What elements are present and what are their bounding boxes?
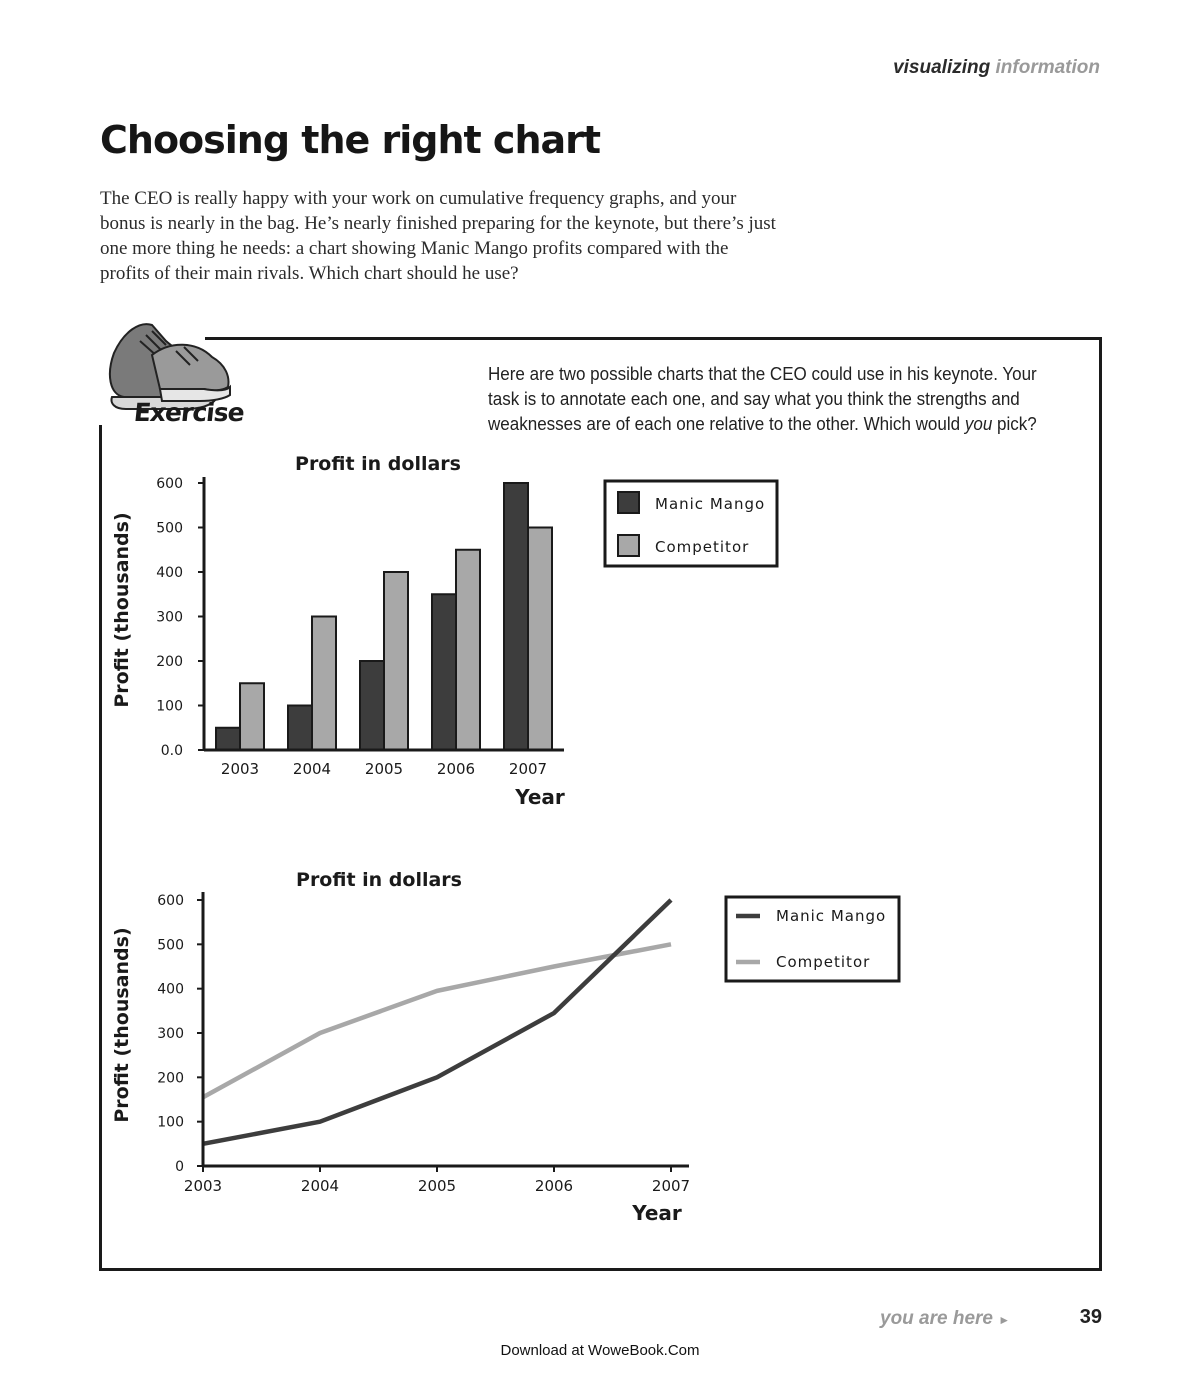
bar-chart-y-tick-label: 400	[156, 565, 183, 581]
exercise-frame-right	[1099, 337, 1102, 1271]
line-manic-mango	[202, 898, 673, 1147]
bar-competitor	[455, 548, 481, 751]
bar-chart-y-tick-label: 600	[156, 476, 183, 492]
line-chart-y-tick-label: 0	[175, 1159, 184, 1175]
bar-chart-y-tick-label: 0.0	[161, 743, 183, 759]
page-title: Choosing the right chart	[100, 118, 601, 162]
bar-competitor	[239, 682, 265, 751]
bar-chart-x-tick-label: 2004	[293, 760, 331, 778]
line-legend-label: Manic Mango	[776, 907, 886, 925]
exercise-instructions: Here are two possible charts that the CE…	[488, 361, 1040, 436]
line-chart-x-label: Year	[631, 1201, 682, 1225]
sneakers-icon	[108, 323, 231, 410]
line-chart-x-tick-label: 2005	[418, 1177, 456, 1195]
bar-competitor	[383, 571, 409, 751]
bar-chart-y-tick-label: 200	[156, 654, 183, 670]
line-chart-y-label: Profit (thousands)	[111, 927, 133, 1122]
bar-legend-swatch	[617, 534, 640, 557]
bar-manic-mango	[503, 482, 529, 751]
bar-manic-mango	[287, 704, 313, 751]
line-chart-title: Profit in dollars	[296, 869, 462, 891]
bar-chart-x-tick-label: 2007	[509, 760, 547, 778]
line-chart-y-tick-label: 600	[157, 893, 184, 909]
line-chart-y-tick-label: 100	[157, 1115, 184, 1131]
intro-paragraph: The CEO is really happy with your work o…	[100, 188, 776, 284]
bar-manic-mango	[359, 660, 385, 751]
bar-chart-title: Profit in dollars	[295, 453, 461, 475]
charts-area: Profit in dollars Profit (thousands) Year 0…	[111, 453, 901, 1225]
bar-legend-swatch	[617, 491, 640, 514]
header-section-dark: visualizing	[893, 57, 991, 78]
bar-chart-x-label: Year	[514, 785, 565, 809]
bar-chart-y-tick-label: 500	[156, 521, 183, 537]
line-chart-x-tick-label: 2007	[652, 1177, 690, 1195]
bar-chart-y-tick-label: 300	[156, 610, 183, 626]
bar-competitor	[527, 526, 553, 751]
line-chart-y-tick-label: 400	[157, 982, 184, 998]
bar-legend-label: Competitor	[655, 538, 749, 556]
line-chart-x-tick-label: 2004	[301, 1177, 339, 1195]
page-number: 39	[1079, 1306, 1102, 1328]
bar-chart-y-label: Profit (thousands)	[111, 512, 133, 707]
running-header: visualizing information	[700, 57, 1100, 79]
line-competitor	[201, 942, 672, 1100]
exercise-frame-top	[205, 337, 1102, 340]
exercise-frame-left	[99, 425, 102, 1271]
header-section-light: information	[995, 57, 1101, 78]
line-chart-y-tick-label: 500	[157, 937, 184, 953]
instructions-emphasis: you	[964, 413, 993, 434]
bar-manic-mango	[431, 593, 457, 751]
bar-legend-label: Manic Mango	[655, 495, 765, 513]
bar-chart-x-tick-label: 2005	[365, 760, 403, 778]
bar-competitor	[311, 615, 337, 751]
play-arrow-icon: ►	[998, 1313, 1011, 1327]
line-chart-x-tick-label: 2006	[535, 1177, 573, 1195]
instructions-text-1: Here are two possible charts that the CE…	[488, 363, 1037, 434]
line-chart-legend	[724, 895, 901, 983]
bar-chart-x-tick-label: 2006	[437, 760, 475, 778]
line-chart-y-tick-label: 300	[157, 1026, 184, 1042]
bar-manic-mango	[215, 726, 241, 751]
instructions-text-2: pick?	[992, 413, 1037, 434]
footer-you-are-here: you are here ►	[880, 1308, 1030, 1330]
download-credit: Download at WoweBook.Com	[500, 1342, 700, 1359]
line-legend-label: Competitor	[776, 953, 870, 971]
exercise-frame-bottom	[99, 1268, 1102, 1271]
bar-chart-x-tick-label: 2003	[221, 760, 259, 778]
line-chart-y-tick-label: 200	[157, 1070, 184, 1086]
footer-you-are-here-text: you are here	[880, 1308, 993, 1329]
bar-chart-y-tick-label: 100	[156, 699, 183, 715]
line-chart-x-tick-label: 2003	[184, 1177, 222, 1195]
exercise-label: Exercise	[132, 398, 246, 427]
